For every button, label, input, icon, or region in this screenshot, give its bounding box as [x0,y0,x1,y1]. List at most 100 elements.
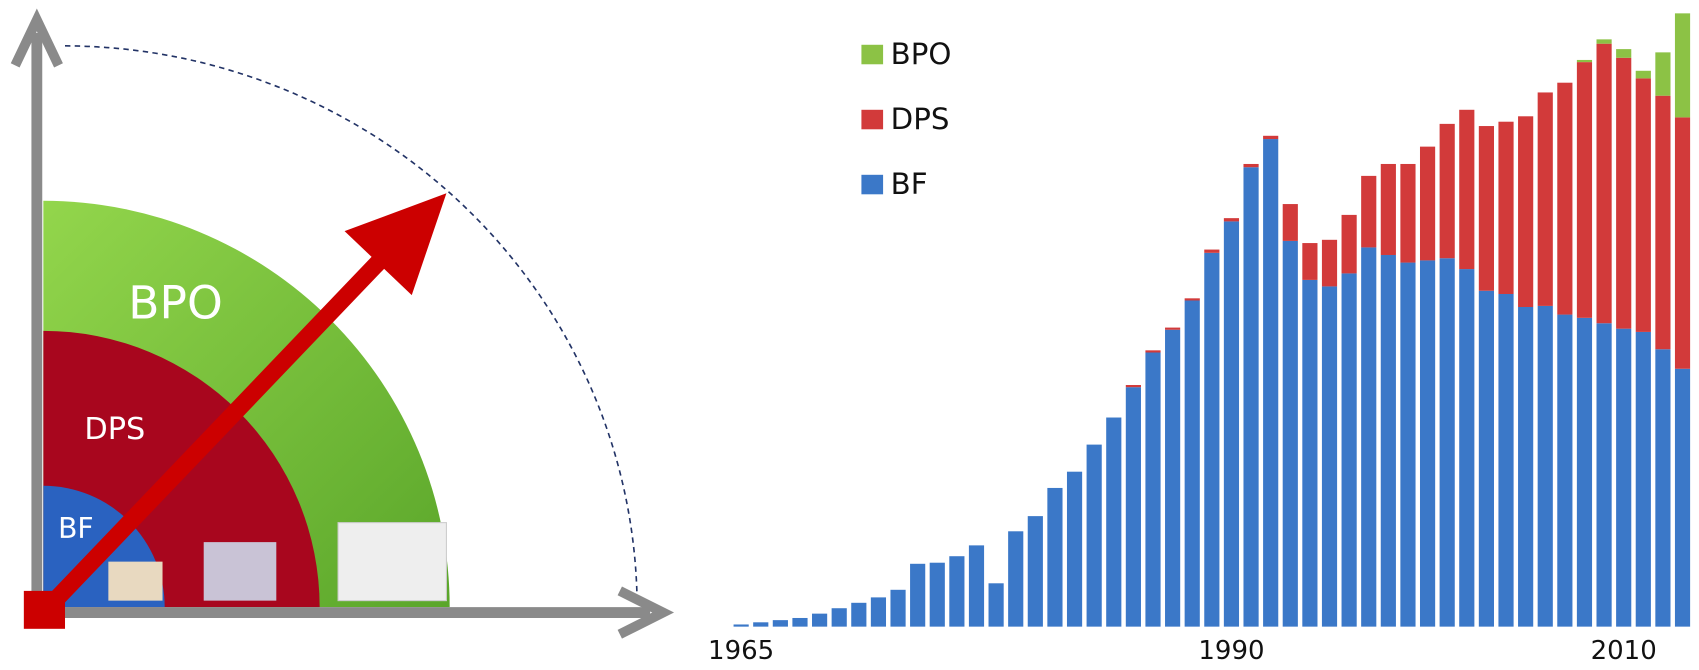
growth-arrow-head [344,193,447,296]
bar-segment [1263,135,1279,140]
bar-segment [910,563,926,627]
legend-label: BF [891,167,928,201]
origin-square [23,590,66,629]
bar-segment [1439,258,1455,627]
bar-segment [1674,13,1691,118]
chart: 1965 1990 2010 BF DPS BPO [708,13,1691,666]
bar-segment [1223,218,1240,222]
bar-segment [1341,214,1357,274]
bar-segment [1439,123,1455,259]
bar-segment [1459,109,1475,270]
bar-segment [1125,385,1141,388]
bar-segment [1380,163,1396,255]
bar-segment [1145,350,1161,353]
bar-segment [870,597,887,627]
bar-segment [1616,57,1632,329]
bar-segment [1400,262,1416,627]
bar-segment [1165,329,1181,627]
bar-segment [1165,327,1181,330]
bar-segment [929,562,945,627]
bar-segment [1616,49,1632,58]
bar-segment [1459,269,1475,627]
bar-segment [772,620,788,627]
bar-segment [1223,221,1240,627]
bar-segment [1576,317,1593,627]
photo [337,522,447,602]
bar-segment [1302,279,1318,627]
bar-segment [1380,254,1396,627]
bar-segment [831,608,847,627]
arrow-head [10,8,63,68]
bar-segment [1184,298,1200,301]
x-tick-label: 2010 [1591,636,1657,666]
bar-segment [1498,121,1514,294]
bar-segment [1635,78,1651,332]
bar-segment [851,602,867,627]
bar-segment [1498,293,1514,627]
bar-segment [1635,331,1651,627]
bar-segment [1047,487,1063,627]
bar-segment [1655,349,1671,627]
bar-segment [1557,82,1573,315]
photo [108,561,163,601]
legend-swatch [861,174,884,195]
bar-segment [1066,471,1083,627]
legend-swatch [861,109,884,130]
bpo-label: BPO [128,276,222,329]
bar-segment [1537,305,1553,627]
bar-segment [1419,146,1436,261]
dashed-arc [65,45,638,603]
bar-segment [1596,43,1612,324]
bar-segment [1674,117,1691,369]
bar-segment [1596,39,1612,44]
legend-swatch [861,44,884,65]
bar-segment [1086,444,1102,627]
bar-segment [1576,59,1593,63]
bar-segment [753,622,769,627]
bar-segment [1576,62,1593,318]
bar-segment [890,589,906,627]
bar-segment [1106,417,1122,627]
diagram: BPO DPS BF [10,8,675,639]
bar-segment [1282,240,1298,627]
bar-segment [1027,516,1043,627]
bar-segment [1361,247,1377,627]
bar-segment [1518,116,1534,307]
bar-segment [1478,126,1494,291]
bar-segment [1557,314,1573,627]
bar-segment [949,556,965,627]
bar-segment [1616,328,1632,627]
bar-segment [1243,163,1259,168]
bar-segment [1400,163,1416,263]
bar-segment [1145,352,1161,627]
dps-label: DPS [84,412,145,447]
x-tick-label: 1990 [1198,636,1264,666]
bf-label: BF [58,512,94,545]
legend-label: BPO [891,37,952,71]
bar-segment [812,613,828,627]
bar-segment [1478,290,1494,627]
bar-segment [1243,167,1259,627]
bar-segment [1419,260,1436,627]
bar-segment [1204,252,1220,627]
bar-segment [1655,52,1671,96]
arrow-head [617,586,675,639]
bar-segment [1635,70,1651,79]
bar-segment [1302,243,1318,280]
photo [203,542,277,601]
legend-label: DPS [891,102,950,136]
bar-segment [1008,531,1024,627]
bar-segment [1321,239,1338,287]
bar-segment [1321,286,1338,627]
bar-segment [1537,92,1553,306]
bar-segment [1655,95,1671,350]
bar-segment [1341,273,1357,627]
bar-segment [1361,175,1377,248]
bar-segment [733,624,749,627]
bar-segment [1596,323,1612,627]
x-tick-label: 1965 [708,636,774,666]
bar-segment [792,617,808,627]
bar-segment [1518,306,1534,627]
bar-segment [1674,368,1691,627]
